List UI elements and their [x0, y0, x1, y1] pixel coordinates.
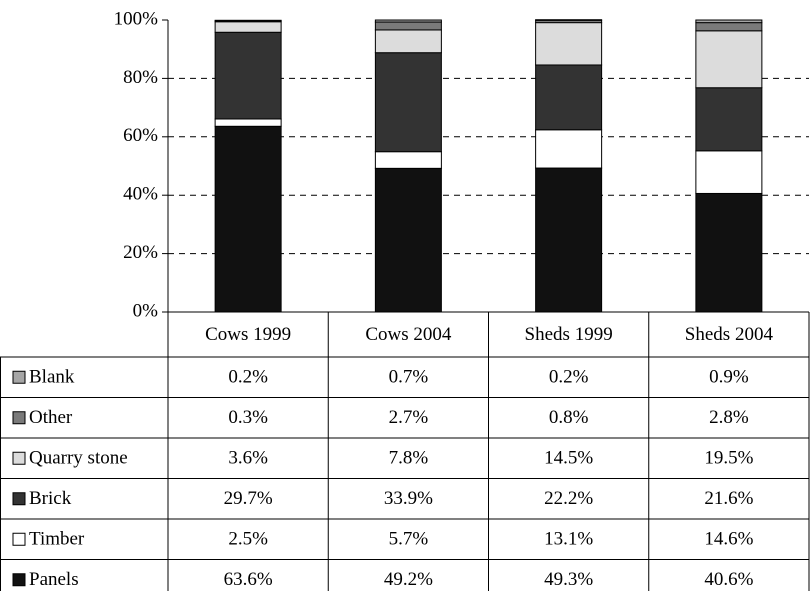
data-label: 33.9% — [384, 488, 433, 509]
bar-segment — [535, 19, 603, 21]
bar-segment — [695, 30, 763, 89]
y-tick-label: 80% — [123, 67, 158, 88]
data-label: 0.3% — [228, 407, 268, 428]
legend-label: Quarry stone — [29, 448, 128, 469]
bar-segment — [374, 151, 442, 169]
x-category-label: Sheds 2004 — [685, 324, 774, 345]
data-label: 49.2% — [384, 569, 433, 590]
bar-segment — [535, 64, 603, 131]
bar-segment — [695, 150, 763, 194]
data-label: 7.8% — [389, 448, 429, 469]
data-label: 5.7% — [389, 529, 429, 550]
data-label: 0.2% — [549, 367, 589, 388]
bar-segment — [214, 31, 282, 120]
legend-label: Brick — [29, 488, 72, 509]
bar-segment — [695, 19, 763, 24]
data-label: 2.5% — [228, 529, 268, 550]
data-label: 19.5% — [704, 448, 753, 469]
legend-swatch — [12, 492, 26, 506]
bar-segment — [535, 22, 603, 66]
data-label: 63.6% — [224, 569, 273, 590]
data-label: 3.6% — [228, 448, 268, 469]
x-category-label: Cows 1999 — [205, 324, 291, 345]
data-label: 2.8% — [709, 407, 749, 428]
data-label: 29.7% — [224, 488, 273, 509]
data-label: 21.6% — [704, 488, 753, 509]
data-label: 13.1% — [544, 529, 593, 550]
y-tick-label: 100% — [114, 8, 159, 29]
bar-segment — [374, 29, 442, 54]
data-label: 0.7% — [389, 367, 429, 388]
bar-segment — [695, 87, 763, 152]
legend-swatch — [12, 451, 26, 465]
data-label: 2.7% — [389, 407, 429, 428]
legend-label: Blank — [29, 367, 75, 388]
legend-swatch — [12, 532, 26, 546]
bar-segment — [374, 167, 442, 313]
y-tick-label: 40% — [123, 184, 158, 205]
bar-segment — [535, 129, 603, 169]
bar-segment — [695, 192, 763, 313]
data-label: 14.5% — [544, 448, 593, 469]
legend-label: Panels — [29, 569, 79, 590]
bar-segment — [214, 19, 282, 22]
bar-segment — [214, 21, 282, 33]
data-label: 0.2% — [228, 367, 268, 388]
legend-label: Other — [29, 407, 73, 428]
y-tick-label: 20% — [123, 242, 158, 263]
data-label: 22.2% — [544, 488, 593, 509]
bar-segment — [695, 22, 763, 32]
data-label: 0.8% — [549, 407, 589, 428]
data-label: 40.6% — [704, 569, 753, 590]
y-tick-label: 0% — [133, 300, 159, 321]
x-category-label: Cows 2004 — [365, 324, 452, 345]
data-label: 49.3% — [544, 569, 593, 590]
bar-segment — [214, 125, 282, 313]
y-tick-label: 60% — [123, 125, 158, 146]
legend-label: Timber — [29, 529, 85, 550]
bar-segment — [374, 21, 442, 31]
legend-swatch — [12, 411, 26, 425]
x-category-label: Sheds 1999 — [525, 324, 613, 345]
bar-segment — [535, 167, 603, 313]
legend-swatch — [12, 370, 26, 384]
data-label: 14.6% — [704, 529, 753, 550]
legend-swatch — [12, 573, 26, 587]
bar-segment — [214, 118, 282, 127]
bar-segment — [374, 19, 442, 23]
bar-segment — [374, 52, 442, 153]
data-label: 0.9% — [709, 367, 749, 388]
